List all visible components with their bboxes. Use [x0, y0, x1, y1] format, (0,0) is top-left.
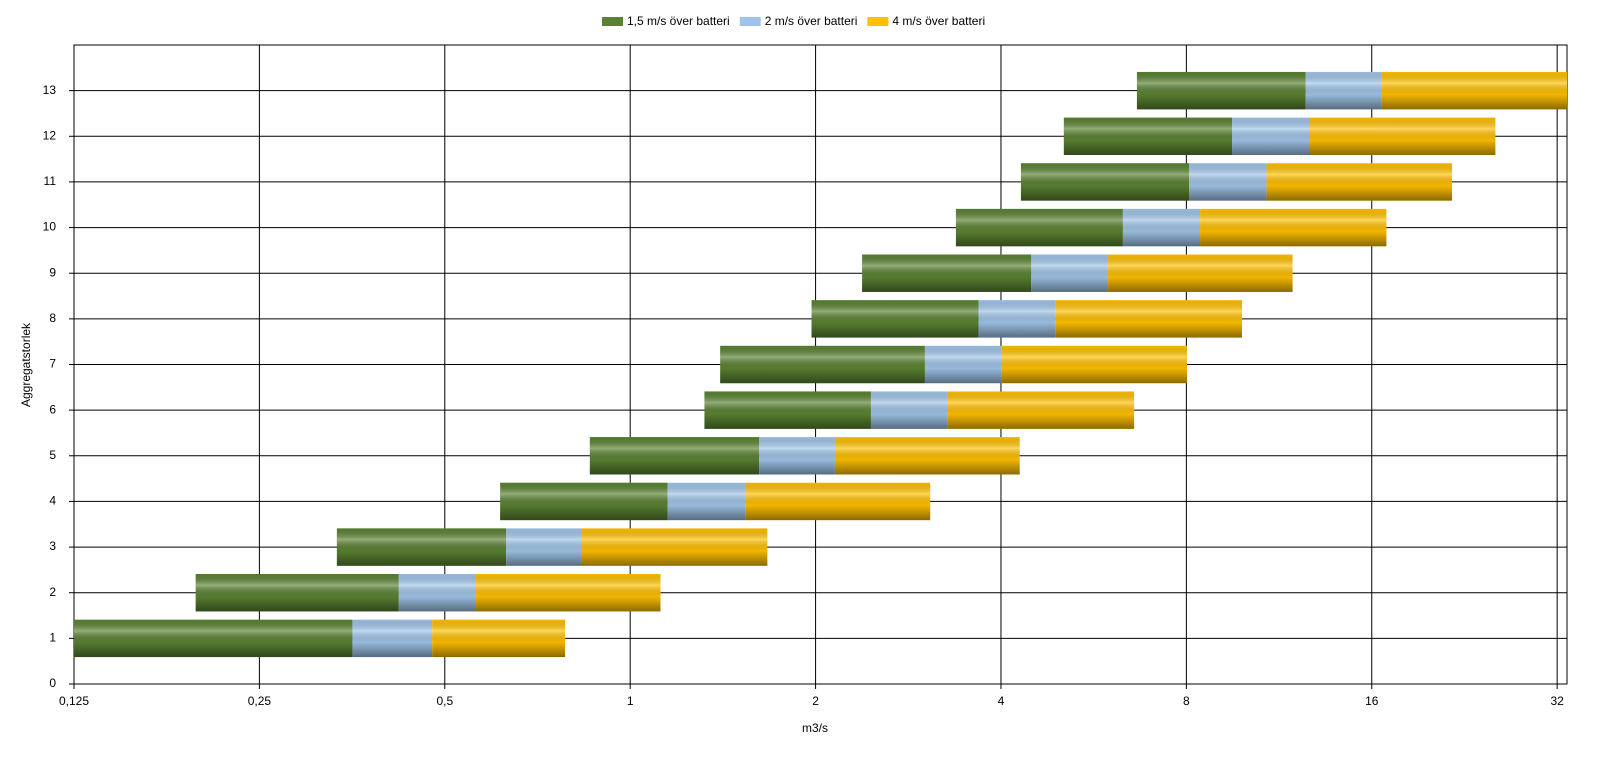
- bar-segment: [1309, 117, 1496, 155]
- bar-segment: [74, 619, 353, 658]
- y-tick-label: 4: [49, 494, 56, 508]
- bar-segment: [432, 619, 566, 658]
- bar-segment: [720, 345, 925, 384]
- legend: 1,5 m/s över batteri 2 m/s över batteri 4 …: [602, 14, 985, 28]
- bar-segment: [336, 528, 507, 566]
- bar-segment: [759, 437, 835, 475]
- bar-segment: [947, 391, 1135, 429]
- bar-segment: [1108, 254, 1293, 292]
- legend-label: 1,5 m/s över batteri: [627, 14, 730, 28]
- legend-label: 4 m/s över batteri: [892, 14, 985, 28]
- y-tick-label: 2: [49, 585, 56, 599]
- x-tick-label: 16: [1365, 694, 1379, 708]
- legend-swatch: [739, 17, 761, 26]
- x-tick-label: 32: [1550, 694, 1564, 708]
- y-tick-label: 12: [43, 128, 57, 142]
- bar-segment: [1266, 163, 1453, 201]
- legend-swatch: [602, 17, 623, 26]
- bar-segment: [1189, 163, 1267, 201]
- y-tick-label: 11: [44, 174, 57, 188]
- bar-segment: [1055, 300, 1243, 338]
- x-tick-label: 1: [627, 694, 634, 708]
- bar-segment: [1122, 208, 1201, 247]
- y-tick-label: 7: [49, 357, 56, 371]
- bar-segment: [745, 482, 931, 521]
- bar-segment: [589, 437, 760, 475]
- x-tick-label: 2: [812, 694, 819, 708]
- bar-segment: [500, 482, 668, 521]
- x-tick-label: 0,25: [248, 694, 272, 708]
- y-tick-label: 0: [49, 676, 56, 690]
- bar-segment: [506, 528, 582, 566]
- y-tick-label: 9: [49, 265, 56, 279]
- y-tick-label: 8: [49, 311, 56, 325]
- x-tick-label: 0,5: [436, 694, 453, 708]
- y-tick-label: 10: [43, 220, 57, 234]
- y-tick-label: 6: [49, 402, 56, 416]
- x-tick-label: 4: [998, 694, 1005, 708]
- bar-segment: [398, 574, 477, 612]
- bar-segment: [352, 619, 433, 658]
- bar-segment: [1232, 117, 1310, 155]
- bar-segment: [1305, 71, 1382, 110]
- plot-frame: [73, 44, 1568, 685]
- bar-segment: [1031, 254, 1109, 292]
- x-tick-label: 8: [1183, 694, 1190, 708]
- bar-segment: [862, 254, 1032, 292]
- bar-segment: [667, 482, 746, 521]
- bar-segment: [924, 345, 1002, 384]
- bar-segment: [1200, 208, 1387, 247]
- x-axis-label: m3/s: [802, 721, 828, 735]
- bar-segment: [195, 574, 399, 612]
- y-axis-label: Aggregatstorlek: [19, 322, 33, 407]
- y-tick-label: 5: [49, 448, 56, 462]
- x-tick-label: 0,125: [59, 694, 89, 708]
- legend-label: 2 m/s över batteri: [765, 14, 858, 28]
- bar-segment: [581, 528, 768, 566]
- y-tick-label: 3: [49, 539, 56, 553]
- bar-segment: [1001, 345, 1188, 384]
- y-tick-label: 1: [49, 631, 56, 645]
- bar-segment: [834, 437, 1020, 475]
- bar-segment: [1136, 71, 1306, 110]
- bar-segment: [978, 300, 1056, 338]
- legend-swatch: [867, 17, 889, 26]
- bar-segment: [1020, 163, 1190, 201]
- bar-segment: [1381, 71, 1567, 110]
- bar-segment: [476, 574, 661, 612]
- bar-segment: [1063, 117, 1233, 155]
- bar-segment: [955, 208, 1123, 247]
- bar-segment: [811, 300, 979, 338]
- bar-segment: [704, 391, 871, 429]
- y-tick-label: 13: [43, 83, 57, 97]
- bar-segment: [870, 391, 948, 429]
